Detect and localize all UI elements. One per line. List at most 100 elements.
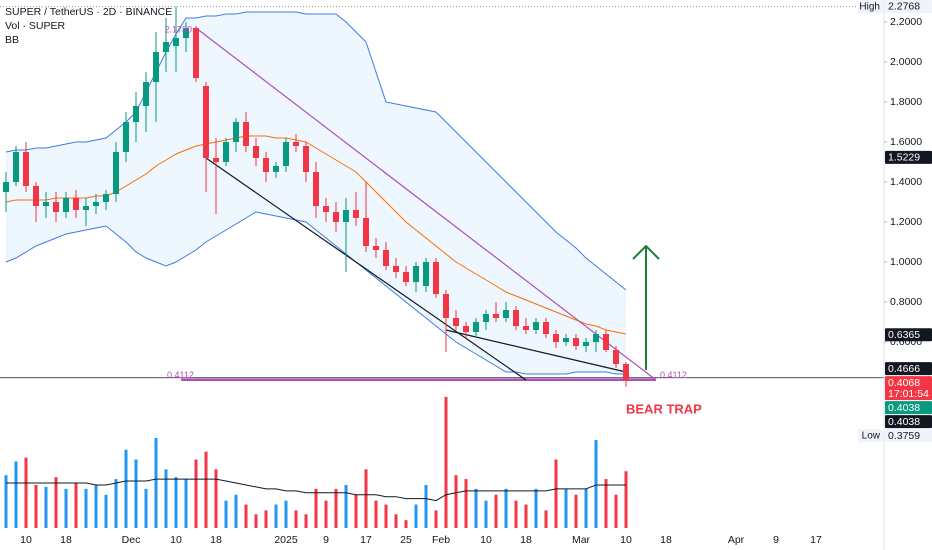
volume-bar [24, 457, 28, 528]
candle-body [233, 122, 239, 142]
volume-bar [524, 504, 528, 528]
x-tick-label: 10 [170, 534, 182, 546]
volume-bar [594, 439, 598, 528]
candle-body [73, 198, 79, 210]
volume-bar [264, 510, 268, 528]
price-tag-value: 2.2768 [888, 1, 920, 13]
candle-body [473, 322, 479, 332]
price-tag-name-bg [858, 0, 883, 14]
volume-bar [424, 484, 428, 528]
volume-bar [384, 504, 388, 528]
candle-body [153, 52, 159, 82]
volume-bar [324, 500, 328, 528]
volume-bar [554, 459, 558, 528]
candle-body [403, 272, 409, 282]
y-tick-label: 1.8000 [890, 96, 922, 108]
volume-bar [34, 484, 38, 528]
volume-bar [184, 479, 188, 528]
x-tick-label: 18 [660, 534, 672, 546]
candle-body [483, 314, 489, 322]
x-tick-label: 10 [20, 534, 32, 546]
candle-body [533, 322, 539, 330]
price-tag-name-bg [858, 429, 883, 443]
trendline [195, 27, 657, 381]
candle-body [313, 172, 319, 206]
price-axis-bg [884, 0, 932, 550]
price-tag [885, 376, 932, 401]
volume-bar [254, 514, 258, 528]
candle-body [3, 182, 9, 192]
candle-body [263, 158, 269, 172]
volume-bar [514, 500, 518, 528]
volume-bar [84, 488, 88, 528]
candle-body [63, 198, 69, 212]
volume-bar [44, 486, 48, 528]
candle-body [53, 202, 59, 212]
volume-bar [94, 484, 98, 528]
volume-bar [274, 504, 278, 528]
price-tag-value: 0.4666 [888, 363, 920, 375]
candle-body [413, 266, 419, 282]
x-tick-label: Mar [572, 534, 591, 546]
candle-body [453, 318, 459, 326]
price-tag [885, 328, 932, 342]
price-tag [885, 415, 932, 429]
trendline [205, 157, 527, 381]
volume-bar [54, 477, 58, 528]
volume-bar [354, 494, 358, 528]
price-tag [885, 150, 932, 164]
volume-bar [434, 510, 438, 528]
trendline [445, 329, 627, 373]
y-tick-label: 1.4000 [890, 176, 922, 188]
volume-bar [234, 494, 238, 528]
candle-body [613, 350, 619, 364]
volume-bar [484, 500, 488, 528]
candle-body [563, 338, 569, 342]
level-label: 0.4112 [660, 370, 687, 380]
candle-body [163, 42, 169, 52]
candle-body [33, 186, 39, 206]
candle-body [353, 210, 359, 218]
bear-trap-label: BEAR TRAP [626, 401, 702, 416]
price-tag-name: Low [862, 431, 881, 442]
volume-bar [544, 510, 548, 528]
volume-bar [304, 514, 308, 528]
volume-bar [204, 451, 208, 528]
volume-bar [114, 479, 118, 528]
volume-bar [14, 461, 18, 528]
candle-body [323, 206, 329, 212]
candle-body [443, 294, 449, 318]
volume-bar [314, 488, 318, 528]
volume-bar [134, 459, 138, 528]
candle-body [123, 122, 129, 152]
volume-bar [494, 494, 498, 528]
volume-bar [144, 488, 148, 528]
candle-body [193, 28, 199, 78]
bollinger-lower [5, 211, 626, 375]
volume-bar [164, 469, 168, 528]
candle-body [343, 210, 349, 222]
candle-body [23, 152, 29, 186]
price-tag-value: 0.4038 [888, 402, 920, 414]
price-tag-value: 0.4038 [888, 416, 920, 428]
candle-body [423, 262, 429, 286]
volume-bar [454, 475, 458, 528]
candle-body [243, 122, 249, 146]
level-label: 0.4112 [167, 370, 194, 380]
candle-body [183, 28, 189, 38]
x-tick-label: 9 [773, 534, 779, 546]
volume-bar [224, 500, 228, 528]
candle-body [583, 342, 589, 346]
candle-body [493, 314, 499, 318]
volume-bar [394, 514, 398, 528]
bb-legend: BB [5, 34, 19, 46]
candle-body [623, 364, 629, 381]
candle-body [143, 82, 149, 106]
candle-body [593, 334, 599, 342]
volume-bar [334, 488, 338, 528]
candle-body [553, 334, 559, 342]
candle-body [503, 310, 509, 318]
price-tag [885, 362, 932, 376]
candle-body [573, 338, 579, 346]
